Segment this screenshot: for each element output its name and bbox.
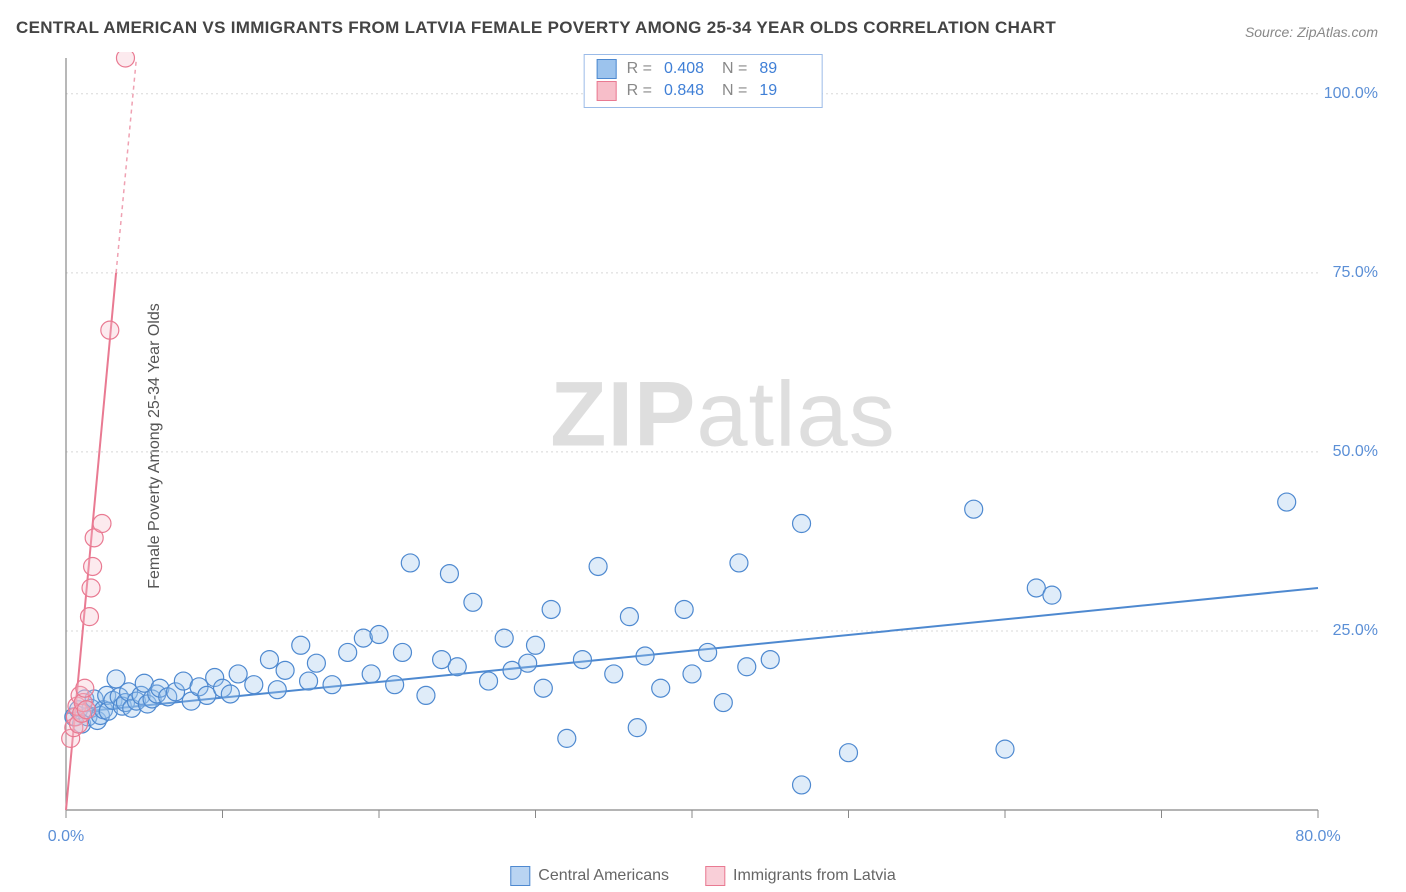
scatter-chart (58, 52, 1388, 842)
legend-label: Central Americans (538, 867, 669, 885)
y-tick-label: 75.0% (1333, 264, 1378, 282)
n-value-blue: 89 (759, 60, 803, 78)
r-value-blue: 0.408 (664, 60, 708, 78)
legend-item-latvia: Immigrants from Latvia (705, 866, 896, 886)
bottom-legend: Central Americans Immigrants from Latvia (510, 866, 895, 886)
swatch-pink (597, 81, 617, 101)
stats-row-central-americans: R = 0.408 N = 89 (597, 59, 808, 79)
plot-area: ZIPatlas 25.0%50.0%75.0%100.0%0.0%80.0% (58, 52, 1388, 842)
correlation-stats-box: R = 0.408 N = 89 R = 0.848 N = 19 (584, 54, 823, 108)
x-tick-label: 0.0% (48, 828, 84, 846)
source-label: Source: ZipAtlas.com (1245, 24, 1378, 40)
chart-title: CENTRAL AMERICAN VS IMMIGRANTS FROM LATV… (16, 18, 1056, 38)
swatch-blue (510, 866, 530, 886)
legend-item-central-americans: Central Americans (510, 866, 669, 886)
x-tick-label: 80.0% (1295, 828, 1340, 846)
y-tick-label: 100.0% (1324, 85, 1378, 103)
r-value-pink: 0.848 (664, 82, 708, 100)
swatch-pink (705, 866, 725, 886)
y-tick-label: 25.0% (1333, 622, 1378, 640)
n-label: N = (722, 82, 747, 100)
stats-row-latvia: R = 0.848 N = 19 (597, 81, 808, 101)
legend-label: Immigrants from Latvia (733, 867, 896, 885)
y-tick-label: 50.0% (1333, 443, 1378, 461)
swatch-blue (597, 59, 617, 79)
r-label: R = (627, 82, 652, 100)
n-label: N = (722, 60, 747, 78)
r-label: R = (627, 60, 652, 78)
n-value-pink: 19 (759, 82, 803, 100)
